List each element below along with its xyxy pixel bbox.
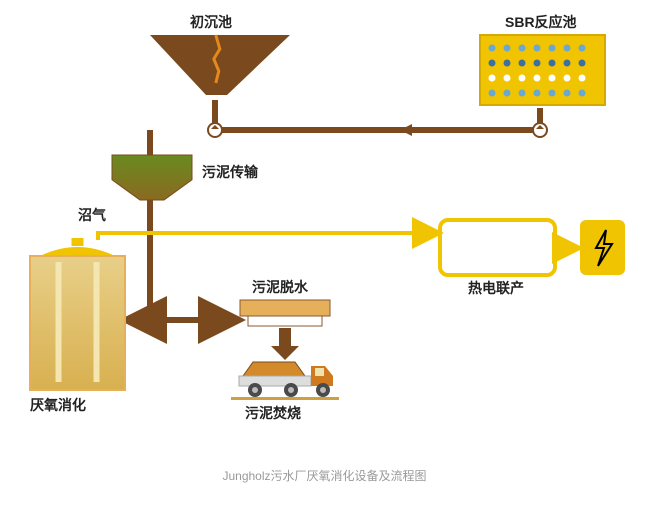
label-chp: 热电联产 (468, 280, 524, 296)
chp-unit (440, 220, 555, 275)
label-biogas: 沼气 (78, 207, 106, 223)
dewatering-unit (240, 300, 330, 316)
primary-clarifier (150, 35, 290, 95)
sbr-tank (480, 35, 605, 105)
label-primary: 初沉池 (190, 14, 232, 30)
anaerobic-digester (30, 256, 125, 390)
label-digestion: 厌氧消化 (30, 397, 86, 413)
incineration-truck (231, 362, 339, 400)
label-dewatering: 污泥脱水 (252, 279, 309, 295)
label-incineration: 污泥焚烧 (245, 405, 301, 421)
figure-caption: Jungholz污水厂厌氧消化设备及流程图 (222, 468, 426, 483)
label-sbr: SBR反应池 (505, 14, 577, 30)
label-transfer: 污泥传输 (202, 164, 259, 180)
sludge-transfer (112, 155, 192, 200)
